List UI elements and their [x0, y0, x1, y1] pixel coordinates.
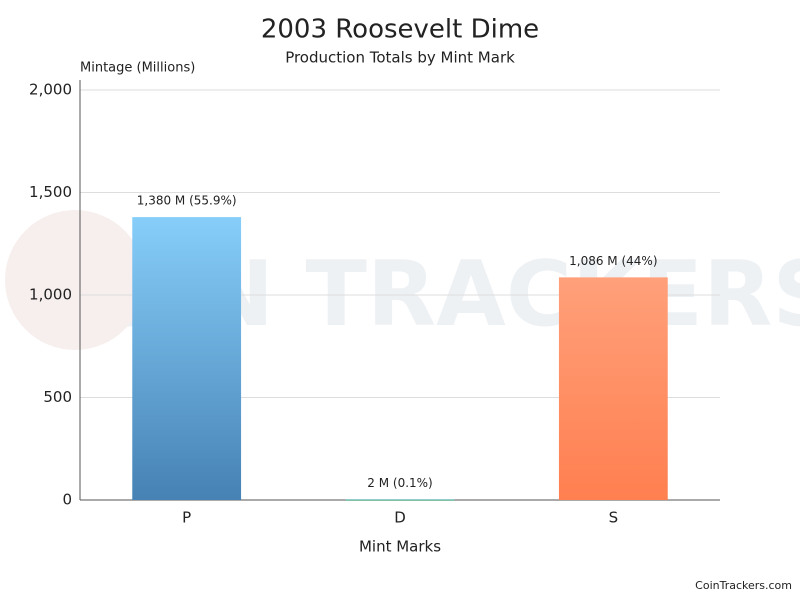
y-tick-label: 1,500 — [29, 183, 72, 201]
chart-subtitle: Production Totals by Mint Mark — [285, 49, 515, 67]
credit: CoinTrackers.com — [695, 579, 792, 592]
y-axis-label: Mintage (Millions) — [80, 61, 195, 76]
bar — [345, 499, 455, 501]
x-tick-label: S — [609, 509, 619, 527]
chart-title: 2003 Roosevelt Dime — [261, 15, 539, 45]
watermark-logo — [5, 210, 145, 350]
y-tick-label: 1,000 — [29, 286, 72, 304]
bar — [132, 217, 242, 500]
y-tick-label: 2,000 — [29, 81, 72, 99]
value-label: 1,086 M (44%) — [569, 254, 657, 268]
x-tick-label: P — [182, 509, 191, 527]
y-tick-label: 0 — [62, 491, 72, 509]
value-label: 2 M (0.1%) — [367, 476, 432, 490]
x-axis-label: Mint Marks — [359, 538, 441, 556]
bar — [558, 277, 668, 500]
y-tick-label: 500 — [43, 388, 72, 406]
x-tick-label: D — [394, 509, 406, 527]
value-label: 1,380 M (55.9%) — [137, 194, 237, 208]
